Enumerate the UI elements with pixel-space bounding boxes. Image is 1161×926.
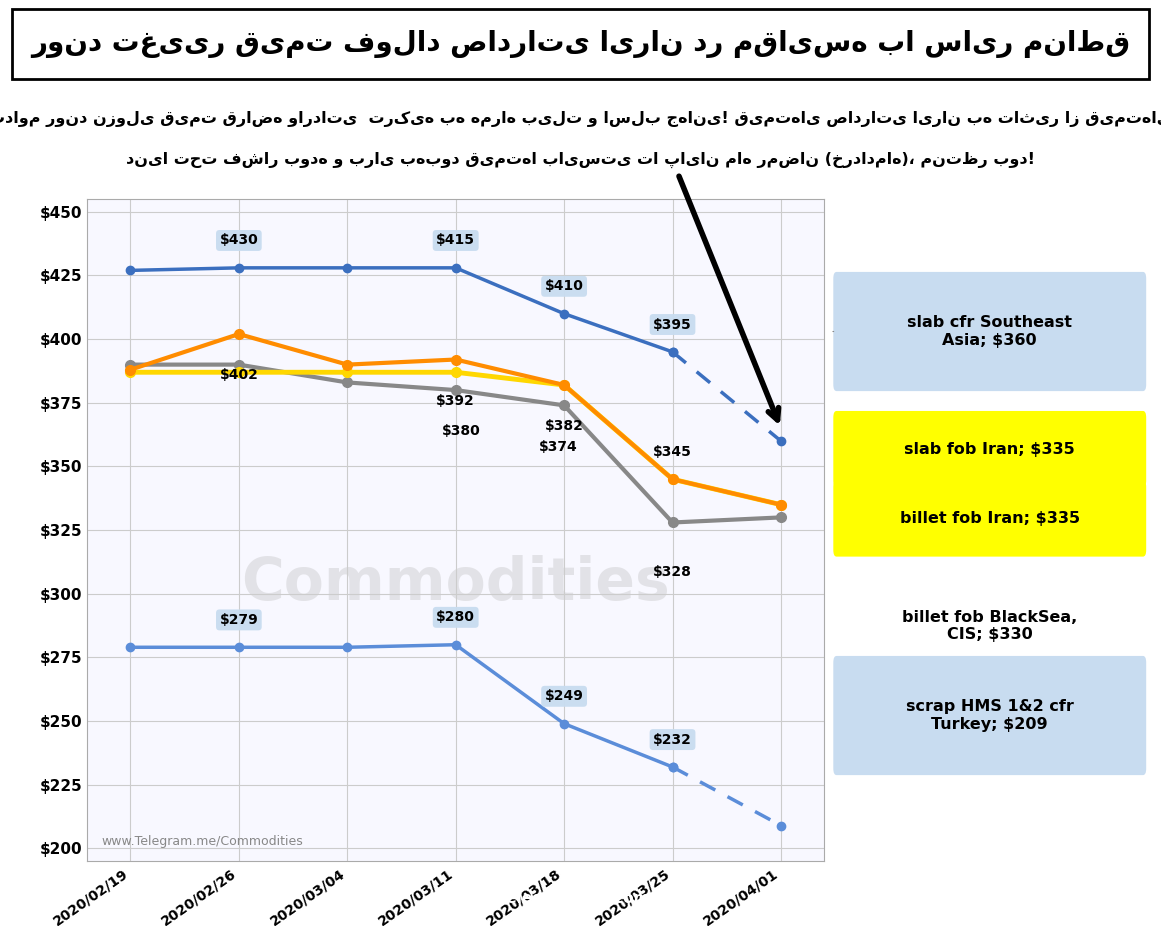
Text: $395: $395 xyxy=(654,318,692,332)
Text: billet fob Iran; $335: billet fob Iran; $335 xyxy=(900,511,1080,526)
Text: $345: $345 xyxy=(654,444,692,458)
Text: $415: $415 xyxy=(437,233,475,247)
Text: billet fob BlackSea,
CIS; $330: billet fob BlackSea, CIS; $330 xyxy=(902,610,1077,643)
Text: دنیا تحت فشار بوده و برای بهبود قیمتها بایستی تا پایان ماه رمضان (خردادماه)، منت: دنیا تحت فشار بوده و برای بهبود قیمتها ب… xyxy=(127,152,1034,168)
Text: $382: $382 xyxy=(545,419,584,433)
Text: $280: $280 xyxy=(437,610,475,624)
Text: $374: $374 xyxy=(540,440,578,454)
Text: $430: $430 xyxy=(219,233,258,247)
Text: $392: $392 xyxy=(437,394,475,407)
Text: www.Telegram.me/Commodities: www.Telegram.me/Commodities xyxy=(102,834,303,847)
Text: $328: $328 xyxy=(654,565,692,579)
Text: scrap HMS 1&2 cfr
Turkey; $209: scrap HMS 1&2 cfr Turkey; $209 xyxy=(906,699,1074,732)
Text: slab fob Iran; $335: slab fob Iran; $335 xyxy=(904,442,1075,457)
Text: $410: $410 xyxy=(545,280,584,294)
FancyBboxPatch shape xyxy=(834,272,1146,391)
Text: روند تغییر قیمت فولاد صادراتی ایران در مقایسه با سایر مناطق: روند تغییر قیمت فولاد صادراتی ایران در م… xyxy=(31,30,1130,58)
FancyBboxPatch shape xyxy=(834,656,1146,775)
Text: $249: $249 xyxy=(545,689,584,703)
Text: $380: $380 xyxy=(441,424,481,438)
Text: $232: $232 xyxy=(654,732,692,746)
FancyBboxPatch shape xyxy=(834,481,1146,557)
Text: Commodities: Commodities xyxy=(241,555,670,611)
Text: slab cfr Southeast
Asia; $360: slab cfr Southeast Asia; $360 xyxy=(907,316,1073,347)
FancyBboxPatch shape xyxy=(834,411,1146,487)
Text: تداوم روند نزولی قیمت قراضه وارداتی  ترکیه به همراه بیلت و اسلب جهانی! قیمتهای ص: تداوم روند نزولی قیمت قراضه وارداتی ترکی… xyxy=(0,111,1161,127)
Text: https://telegram.me/commodities: https://telegram.me/commodities xyxy=(437,891,724,906)
Text: $279: $279 xyxy=(219,613,258,627)
Text: $402: $402 xyxy=(219,369,258,382)
